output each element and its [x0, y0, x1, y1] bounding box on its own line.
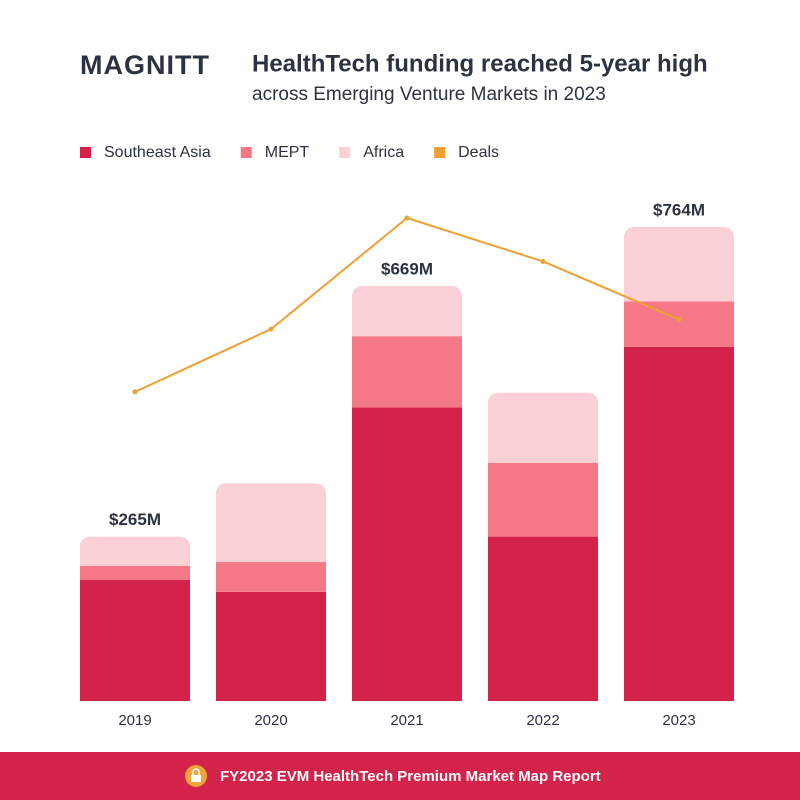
- bar-segment: [488, 536, 598, 701]
- deals-point: [268, 326, 274, 332]
- x-tick-label: 2021: [390, 712, 423, 729]
- chart-title: HealthTech funding reached 5-year high: [252, 50, 708, 77]
- deals-point: [676, 316, 682, 322]
- bar-segment: [216, 483, 326, 563]
- legend-swatch: [80, 147, 91, 158]
- x-tick-label: 2023: [662, 712, 695, 729]
- chart-subtitle: across Emerging Venture Markets in 2023: [252, 84, 606, 105]
- bar-segment: [352, 336, 462, 408]
- bar-segment: [488, 392, 598, 463]
- legend-label: MEPT: [265, 144, 310, 161]
- footer-text[interactable]: FY2023 EVM HealthTech Premium Market Map…: [220, 768, 601, 785]
- total-label: $669M: [381, 259, 433, 278]
- bar-segment: [216, 562, 326, 592]
- total-label: $265M: [109, 510, 161, 529]
- x-tick-label: 2022: [526, 712, 559, 729]
- bar-segment: [624, 346, 734, 701]
- x-tick-label: 2020: [254, 712, 287, 729]
- bar-segment: [80, 580, 190, 701]
- bar-segment: [624, 227, 734, 302]
- deals-point: [132, 389, 138, 395]
- bar-group: [624, 227, 734, 701]
- bar-group: [216, 483, 326, 701]
- bar-group: [488, 392, 598, 701]
- bar-segment: [624, 301, 734, 347]
- legend-swatch: [434, 147, 446, 158]
- bar-segment: [80, 565, 190, 581]
- logo: MAGNITT: [80, 50, 210, 80]
- legend-label: Deals: [458, 144, 499, 161]
- legend-swatch: [339, 147, 351, 158]
- lock-shackle: [192, 768, 200, 775]
- footer-band: [0, 752, 800, 800]
- bar-segment: [488, 462, 598, 537]
- x-tick-label: 2019: [118, 712, 151, 729]
- legend-label: Africa: [363, 144, 404, 161]
- lock-body: [191, 775, 201, 782]
- legend-label: Southeast Asia: [104, 144, 211, 161]
- deals-point: [404, 215, 410, 221]
- bar-group: [352, 285, 462, 701]
- bar-segment: [352, 285, 462, 337]
- deals-point: [540, 258, 546, 264]
- bar-segment: [216, 591, 326, 701]
- bar-segment: [352, 407, 462, 701]
- legend-swatch: [240, 147, 252, 158]
- bar-group: [80, 536, 190, 701]
- total-label: $764M: [653, 200, 705, 219]
- bar-segment: [80, 536, 190, 566]
